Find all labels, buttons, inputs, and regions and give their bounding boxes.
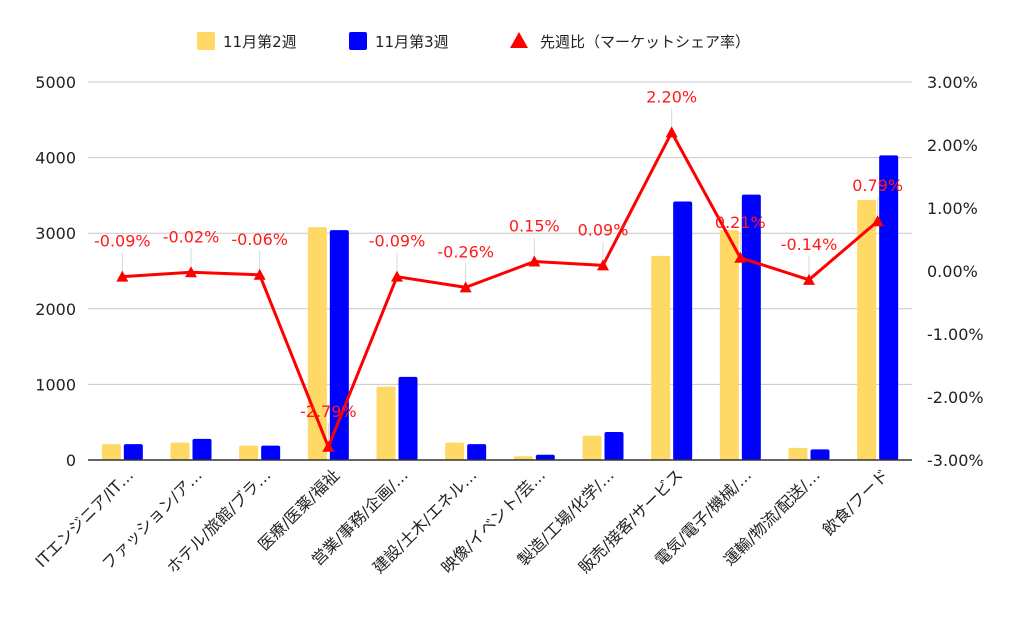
legend-swatch-series-2 xyxy=(349,32,367,50)
line-point xyxy=(322,440,335,452)
line-point xyxy=(871,215,884,227)
bar-series-2 xyxy=(261,445,281,460)
bar-series-2 xyxy=(467,444,487,460)
bar-series-2 xyxy=(673,201,693,460)
y-left-tick-label: 2000 xyxy=(35,300,76,319)
data-label: 0.09% xyxy=(578,220,629,239)
legend-triangle-line xyxy=(510,32,528,48)
bar-series-1 xyxy=(582,435,602,460)
bar-series-2 xyxy=(879,155,899,460)
data-label: -0.14% xyxy=(781,235,838,254)
data-label: -0.09% xyxy=(369,232,426,251)
y-right-tick-label: -2.00% xyxy=(927,388,984,407)
bar-series-2 xyxy=(741,194,761,461)
legend-label-series-1: 11月第2週 xyxy=(223,33,297,51)
line-point xyxy=(665,126,678,138)
line-point xyxy=(597,259,609,271)
y-left-tick-label: 1000 xyxy=(35,375,76,394)
tick-labels: 0 1000 2000 3000 4000 5000 -3.00% -2.00% -1.00% 0… xyxy=(35,73,983,470)
line-point xyxy=(803,273,815,285)
bar-series-1 xyxy=(651,255,671,460)
legend-label-line: 先週比（マーケットシェア率） xyxy=(540,33,750,51)
bar-series-1 xyxy=(376,386,396,460)
category-labels: ITエンジニア/IT…ファッション/ア…ホテル/旅館/ブラ…医療/医薬/福祉営業… xyxy=(32,465,893,577)
data-label: 2.20% xyxy=(646,87,697,106)
bar-series-1 xyxy=(788,447,808,460)
bar-series-1 xyxy=(445,442,465,460)
line-path xyxy=(122,130,879,449)
bar-series-1 xyxy=(170,442,190,460)
bar-series-2 xyxy=(535,454,555,460)
legend-swatch-series-1 xyxy=(197,32,215,50)
y-left-tick-label: 5000 xyxy=(35,73,76,92)
bar-series-1 xyxy=(857,199,877,460)
data-label: 0.79% xyxy=(852,176,903,195)
y-left-tick-label: 4000 xyxy=(35,149,76,168)
bar-series-2 xyxy=(192,438,212,460)
data-label: -0.06% xyxy=(231,230,288,249)
bar-series-2 xyxy=(604,432,624,460)
y-right-tick-label: 2.00% xyxy=(927,136,978,155)
y-right-tick-label: 1.00% xyxy=(927,199,978,218)
line-point xyxy=(116,270,129,282)
line-point xyxy=(185,266,197,278)
data-label: -0.09% xyxy=(94,232,151,251)
legend: 11月第2週 11月第3週 先週比（マーケットシェア率） xyxy=(197,32,750,51)
legend-label-series-2: 11月第3週 xyxy=(375,33,449,51)
bar-series-1 xyxy=(239,445,259,460)
y-left-tick-label: 0 xyxy=(66,451,76,470)
line-point xyxy=(253,268,266,280)
line-point xyxy=(528,255,541,267)
y-right-tick-label: 3.00% xyxy=(927,73,978,92)
bars xyxy=(101,155,899,461)
data-label: 0.15% xyxy=(509,217,560,236)
y-right-tick-label: -3.00% xyxy=(927,451,984,470)
data-label: -0.02% xyxy=(163,227,220,246)
bar-series-1 xyxy=(513,456,533,460)
bar-series-1 xyxy=(101,444,121,460)
bar-series-2 xyxy=(398,376,418,460)
data-label: 0.21% xyxy=(715,213,766,232)
data-label: -2.79% xyxy=(300,402,357,421)
category-label: 飲食/フード xyxy=(819,465,893,539)
line-point xyxy=(459,281,472,293)
y-right-tick-label: -1.00% xyxy=(927,325,984,344)
bar-series-1 xyxy=(719,230,739,460)
bar-series-2 xyxy=(329,230,349,460)
bar-series-2 xyxy=(123,444,143,460)
gridlines xyxy=(88,81,912,385)
bar-series-1 xyxy=(307,227,327,460)
y-left-tick-label: 3000 xyxy=(35,224,76,243)
line-point xyxy=(391,270,403,282)
y-right-tick-label: 0.00% xyxy=(927,262,978,281)
data-label: -0.26% xyxy=(437,242,494,261)
line-point xyxy=(734,251,747,263)
line-series: -0.09% -0.02% -0.06% -2.79% -0.09% -0.26% 0.15… xyxy=(94,87,903,452)
bar-series-2 xyxy=(810,449,830,460)
